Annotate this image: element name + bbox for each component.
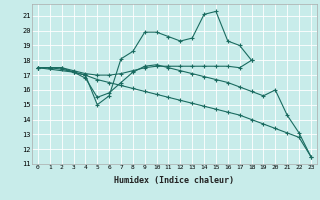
- X-axis label: Humidex (Indice chaleur): Humidex (Indice chaleur): [115, 176, 234, 185]
